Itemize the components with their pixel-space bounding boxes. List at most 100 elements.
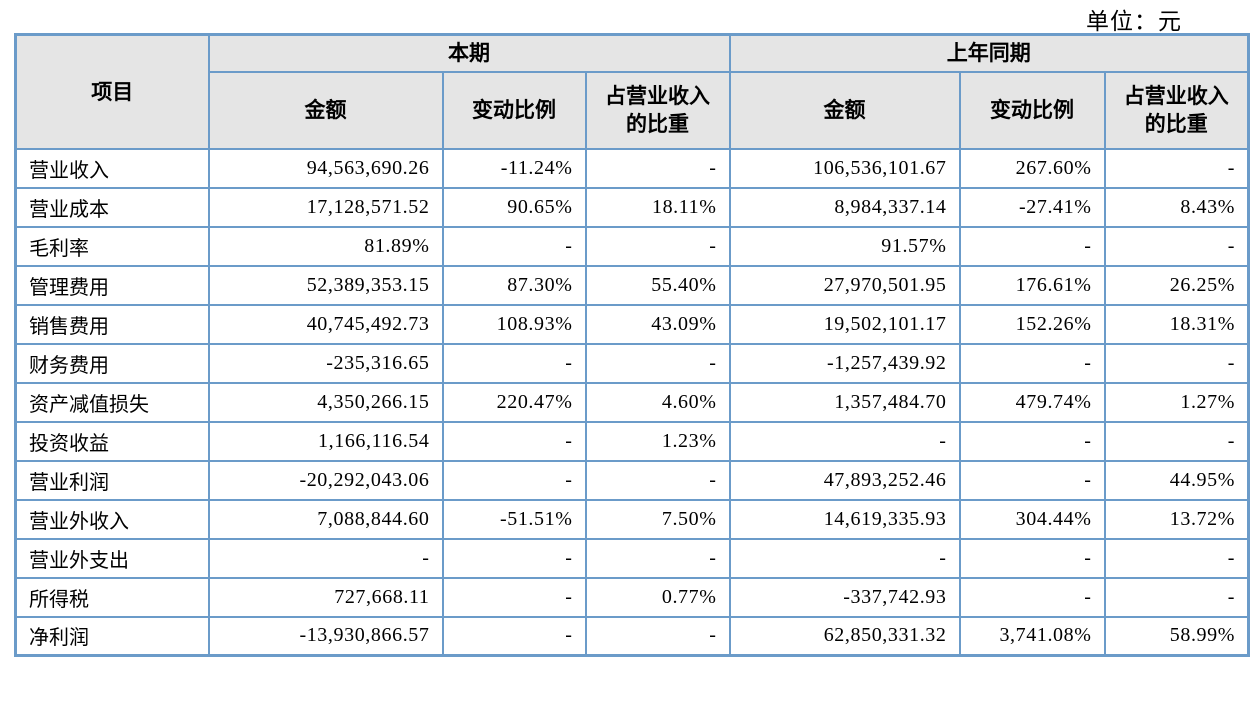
unit-label: 单位：元 xyxy=(1086,9,1182,34)
header-prior-share: 占营业收入 的比重 xyxy=(1103,70,1250,150)
value-cell: - xyxy=(441,537,587,579)
value-cell: 18.11% xyxy=(584,186,731,228)
item-cell: 投资收益 xyxy=(14,420,210,462)
table-row: 财务费用 -235,316.65- - -1,257,439.92- - xyxy=(14,342,1250,384)
table-row: 营业外收入 7,088,844.60 -51.51% 7.50% 14,619,335.… xyxy=(14,498,1250,540)
value-cell: 47,893,252.46 xyxy=(728,459,961,501)
header-current-share-line1: 占营业收入 xyxy=(605,83,710,108)
header-current-share: 占营业收入 的比重 xyxy=(584,70,731,150)
value-cell: 43.09% xyxy=(584,303,731,345)
table-body: 营业收入 94,563,690.26 -11.24% -106,536,101.67 2… xyxy=(14,147,1250,657)
value-cell: 1,357,484.70 xyxy=(728,381,961,423)
header-current-amount: 金额 xyxy=(207,70,444,150)
value-cell: 19,502,101.17 xyxy=(728,303,961,345)
table-row: 销售费用 40,745,492.73 108.93% 43.09% 19,502,101… xyxy=(14,303,1250,345)
value-cell: - xyxy=(584,615,731,657)
value-cell: - xyxy=(584,537,731,579)
value-cell: 81.89% xyxy=(207,225,444,267)
value-cell: - xyxy=(1103,537,1250,579)
header-prior-period: 上年同期 xyxy=(728,33,1250,73)
item-cell: 所得税 xyxy=(14,576,210,618)
header-prior-share-line1: 占营业收入 xyxy=(1123,83,1229,108)
value-cell: 1.23% xyxy=(584,420,731,462)
value-cell: 108.93% xyxy=(441,303,587,345)
value-cell: - xyxy=(1103,342,1250,384)
value-cell: 8.43% xyxy=(1103,186,1250,228)
header-group-row: 项目 本期 上年同期 xyxy=(14,33,1250,150)
value-cell: 8,984,337.14 xyxy=(728,186,961,228)
value-cell: - xyxy=(958,225,1106,267)
table-row: 营业外支出 - - - - - - xyxy=(14,537,1250,579)
value-cell: 94,563,690.26 xyxy=(207,147,444,189)
value-cell: - xyxy=(958,537,1106,579)
item-cell: 资产减值损失 xyxy=(14,381,210,423)
value-cell: 7,088,844.60 xyxy=(207,498,444,540)
value-cell: 7.50% xyxy=(584,498,731,540)
value-cell: 0.77% xyxy=(584,576,731,618)
value-cell: 4,350,266.15 xyxy=(207,381,444,423)
table-row: 所得税 727,668.11-0.77% -337,742.93- - xyxy=(14,576,1250,618)
value-cell: -337,742.93 xyxy=(728,576,961,618)
value-cell: -11.24% xyxy=(441,147,587,189)
item-cell: 营业成本 xyxy=(14,186,210,228)
value-cell: - xyxy=(958,576,1106,618)
value-cell: - xyxy=(441,225,587,267)
table-row: 净利润 -13,930,866.57- -62,850,331.32 3,741.08… xyxy=(14,615,1250,657)
item-cell: 财务费用 xyxy=(14,342,210,384)
value-cell: - xyxy=(958,342,1106,384)
value-cell: 58.99% xyxy=(1103,615,1250,657)
value-cell: -27.41% xyxy=(958,186,1106,228)
item-cell: 营业收入 xyxy=(14,147,210,189)
item-cell: 毛利率 xyxy=(14,225,210,267)
header-prior-share-line2: 的比重 xyxy=(1144,112,1208,136)
value-cell: 106,536,101.67 xyxy=(728,147,961,189)
item-cell: 营业利润 xyxy=(14,459,210,501)
header-current-period: 本期 xyxy=(207,33,731,73)
value-cell: 26.25% xyxy=(1103,264,1250,306)
value-cell: 304.44% xyxy=(958,498,1106,540)
value-cell: 17,128,571.52 xyxy=(207,186,444,228)
value-cell: 267.60% xyxy=(958,147,1106,189)
value-cell: 727,668.11 xyxy=(207,576,444,618)
item-cell: 净利润 xyxy=(14,615,210,657)
value-cell: 91.57% xyxy=(728,225,961,267)
item-cell: 管理费用 xyxy=(14,264,210,306)
header-current-change: 变动比例 xyxy=(441,70,587,150)
item-cell: 营业外收入 xyxy=(14,498,210,540)
value-cell: 90.65% xyxy=(441,186,587,228)
value-cell: -20,292,043.06 xyxy=(207,459,444,501)
value-cell: - xyxy=(958,420,1106,462)
value-cell: - xyxy=(584,459,731,501)
value-cell: 44.95% xyxy=(1103,459,1250,501)
header-prior-change: 变动比例 xyxy=(958,70,1106,150)
value-cell: - xyxy=(1103,225,1250,267)
table-row: 管理费用 52,389,353.15 87.30% 55.40% 27,970,501.… xyxy=(14,264,1250,306)
table-row: 资产减值损失 4,350,266.15 220.47% 4.60% 1,357,484.… xyxy=(14,381,1250,423)
value-cell: - xyxy=(1103,420,1250,462)
value-cell: - xyxy=(584,342,731,384)
value-cell: 220.47% xyxy=(441,381,587,423)
value-cell: 1,166,116.54 xyxy=(207,420,444,462)
value-cell: - xyxy=(441,459,587,501)
table-header: 项目 本期 上年同期 金额 变动比例 占营业收入 的比重 金额 变动比例 占营业… xyxy=(14,33,1250,150)
value-cell: 152.26% xyxy=(958,303,1106,345)
value-cell: - xyxy=(584,147,731,189)
value-cell: -235,316.65 xyxy=(207,342,444,384)
value-cell: -13,930,866.57 xyxy=(207,615,444,657)
value-cell: 4.60% xyxy=(584,381,731,423)
value-cell: 40,745,492.73 xyxy=(207,303,444,345)
value-cell: 87.30% xyxy=(441,264,587,306)
value-cell: 479.74% xyxy=(958,381,1106,423)
value-cell: 55.40% xyxy=(584,264,731,306)
table-row: 投资收益 1,166,116.54-1.23% - - - xyxy=(14,420,1250,462)
value-cell: - xyxy=(958,459,1106,501)
value-cell: 176.61% xyxy=(958,264,1106,306)
table-row: 营业收入 94,563,690.26 -11.24% -106,536,101.67 2… xyxy=(14,147,1250,189)
value-cell: 62,850,331.32 xyxy=(728,615,961,657)
value-cell: - xyxy=(584,225,731,267)
header-item: 项目 xyxy=(14,33,210,150)
table-row: 营业利润 -20,292,043.06- -47,893,252.46-44.95% xyxy=(14,459,1250,501)
item-cell: 销售费用 xyxy=(14,303,210,345)
value-cell: 3,741.08% xyxy=(958,615,1106,657)
value-cell: 18.31% xyxy=(1103,303,1250,345)
